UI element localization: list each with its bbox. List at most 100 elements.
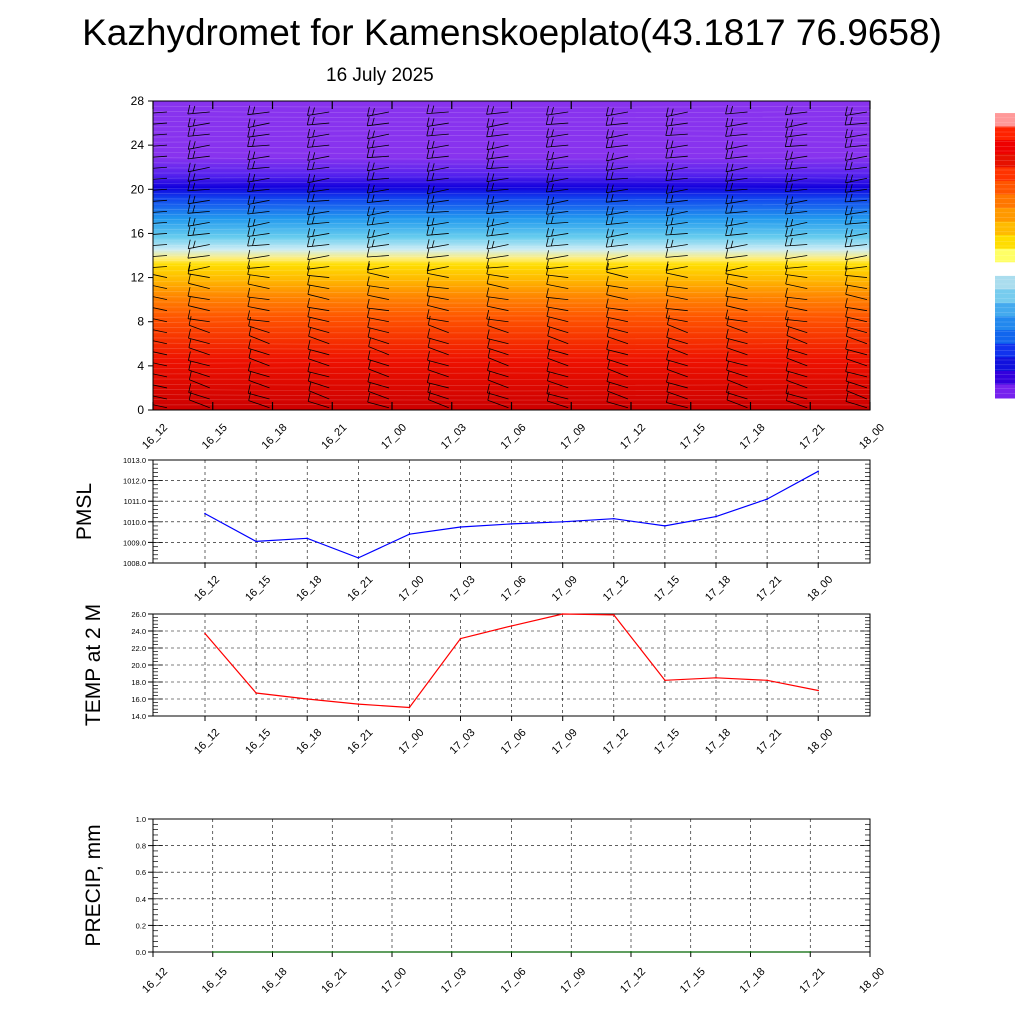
wind-barb-flag (785, 150, 788, 160)
wind-barb-flag (252, 106, 256, 115)
wind-barb-flag (725, 329, 729, 339)
wind-barb (606, 199, 629, 203)
wind-barb-flag (551, 196, 555, 205)
x-tick-label: 17_03 (439, 966, 469, 996)
wind-barb (846, 335, 868, 345)
wind-barb (487, 399, 509, 409)
wind-barb (247, 111, 270, 116)
wind-barb-flag (790, 173, 793, 182)
wind-barb-flag (367, 350, 371, 360)
wind-barb (606, 284, 629, 290)
wind-barb (247, 233, 270, 237)
wind-barb-flag (307, 285, 311, 295)
wind-barb-flag (426, 184, 430, 194)
wind-barb (247, 283, 270, 289)
y-tick-label: 20 (131, 182, 145, 196)
contour-line (152, 162, 871, 165)
wind-barb-flag (491, 160, 494, 169)
contour-line (152, 255, 871, 258)
wind-barb (247, 319, 270, 323)
wind-barb-flag (605, 116, 609, 126)
wind-barb-flag (845, 362, 849, 372)
wind-barb-flag (431, 185, 435, 194)
wind-barb (367, 111, 390, 117)
wind-barb (725, 273, 748, 278)
wind-barb-flag (491, 151, 495, 159)
wind-barb (607, 390, 629, 400)
wind-barb (726, 282, 748, 289)
wind-barb (152, 221, 168, 224)
wind-barb-flag (546, 205, 549, 215)
contour-line (152, 280, 871, 282)
y-tick-label: 1013.0 (123, 456, 146, 465)
temp-panel: 14.0 16.0 18.0 20.0 22.0 24.0 26.0 16_12 16_15 16… (82, 604, 871, 757)
wind-barb (725, 144, 748, 150)
wind-barb-flag (307, 298, 310, 308)
wind-barb (188, 305, 210, 312)
wind-barb-flag (610, 107, 614, 116)
y-tick-label: 24.0 (131, 627, 146, 636)
y-tick-label: 14.0 (131, 712, 146, 721)
wind-barb (845, 266, 868, 270)
wind-barb-flag (307, 128, 310, 138)
data-point (766, 498, 768, 500)
wind-barb-flag (187, 127, 191, 137)
wind-barb (486, 144, 509, 151)
wind-barb (427, 166, 449, 172)
wind-barb (546, 266, 569, 270)
wind-barb (547, 325, 569, 334)
wind-barb (152, 362, 168, 367)
wind-barb (606, 294, 629, 301)
wind-barb (546, 316, 569, 323)
colorbar (995, 112, 1015, 399)
wind-barb (666, 359, 688, 367)
wind-barb-flag (605, 193, 609, 203)
wind-barb-flag (546, 259, 549, 269)
wind-barb (546, 111, 569, 116)
wind-barb (248, 400, 270, 409)
data-point (255, 692, 257, 694)
data-point (561, 613, 564, 615)
wind-barb-flag (611, 152, 614, 161)
wind-barb-flag (665, 263, 669, 274)
wind-barb (152, 329, 168, 334)
wind-barb-flag (252, 129, 256, 137)
wind-barb-flag (372, 108, 375, 116)
wind-barb (547, 400, 569, 409)
wind-barb-flag (371, 140, 375, 148)
wind-barb-flag (790, 228, 793, 237)
wind-barb-flag (849, 206, 853, 215)
wind-barb-flag (427, 360, 431, 370)
colorbar-segment (995, 235, 1015, 250)
contour-line (152, 172, 871, 174)
wind-barb-flag (551, 206, 554, 214)
data-point (271, 951, 274, 953)
wind-barb-flag (307, 237, 310, 247)
wind-barb (726, 305, 748, 312)
wind-barb (665, 221, 688, 226)
wind-barb-flag (307, 275, 310, 285)
wind-barb-flag (491, 141, 495, 150)
wind-barb-flag (786, 391, 789, 401)
wind-barb-flag (849, 229, 853, 237)
wind-barb-flag (785, 118, 789, 128)
wind-barb-flag (605, 238, 609, 248)
wind-barb (427, 346, 449, 356)
wind-barb (725, 188, 748, 192)
wind-barb (546, 296, 569, 301)
wind-barb-flag (546, 128, 549, 138)
x-tick-label: 16_21 (345, 574, 375, 604)
wind-barb-flag (252, 205, 256, 214)
wind-barb-flag (427, 296, 430, 306)
wind-barb (247, 144, 270, 148)
contour-line (152, 384, 871, 386)
wind-barb-flag (546, 317, 550, 327)
wind-barb-flag (725, 274, 729, 284)
vertical-profile-panel: 0 4 8 12 16 20 24 28 16_12 16_15 16_18 16_21 17_00 17… (131, 94, 887, 452)
wind-barb-flag (666, 350, 669, 360)
wind-barb (665, 199, 688, 204)
wind-barb-flag (192, 105, 196, 114)
x-tick-label: 16_18 (260, 422, 290, 452)
wind-barb (666, 391, 688, 400)
data-point (204, 512, 206, 515)
